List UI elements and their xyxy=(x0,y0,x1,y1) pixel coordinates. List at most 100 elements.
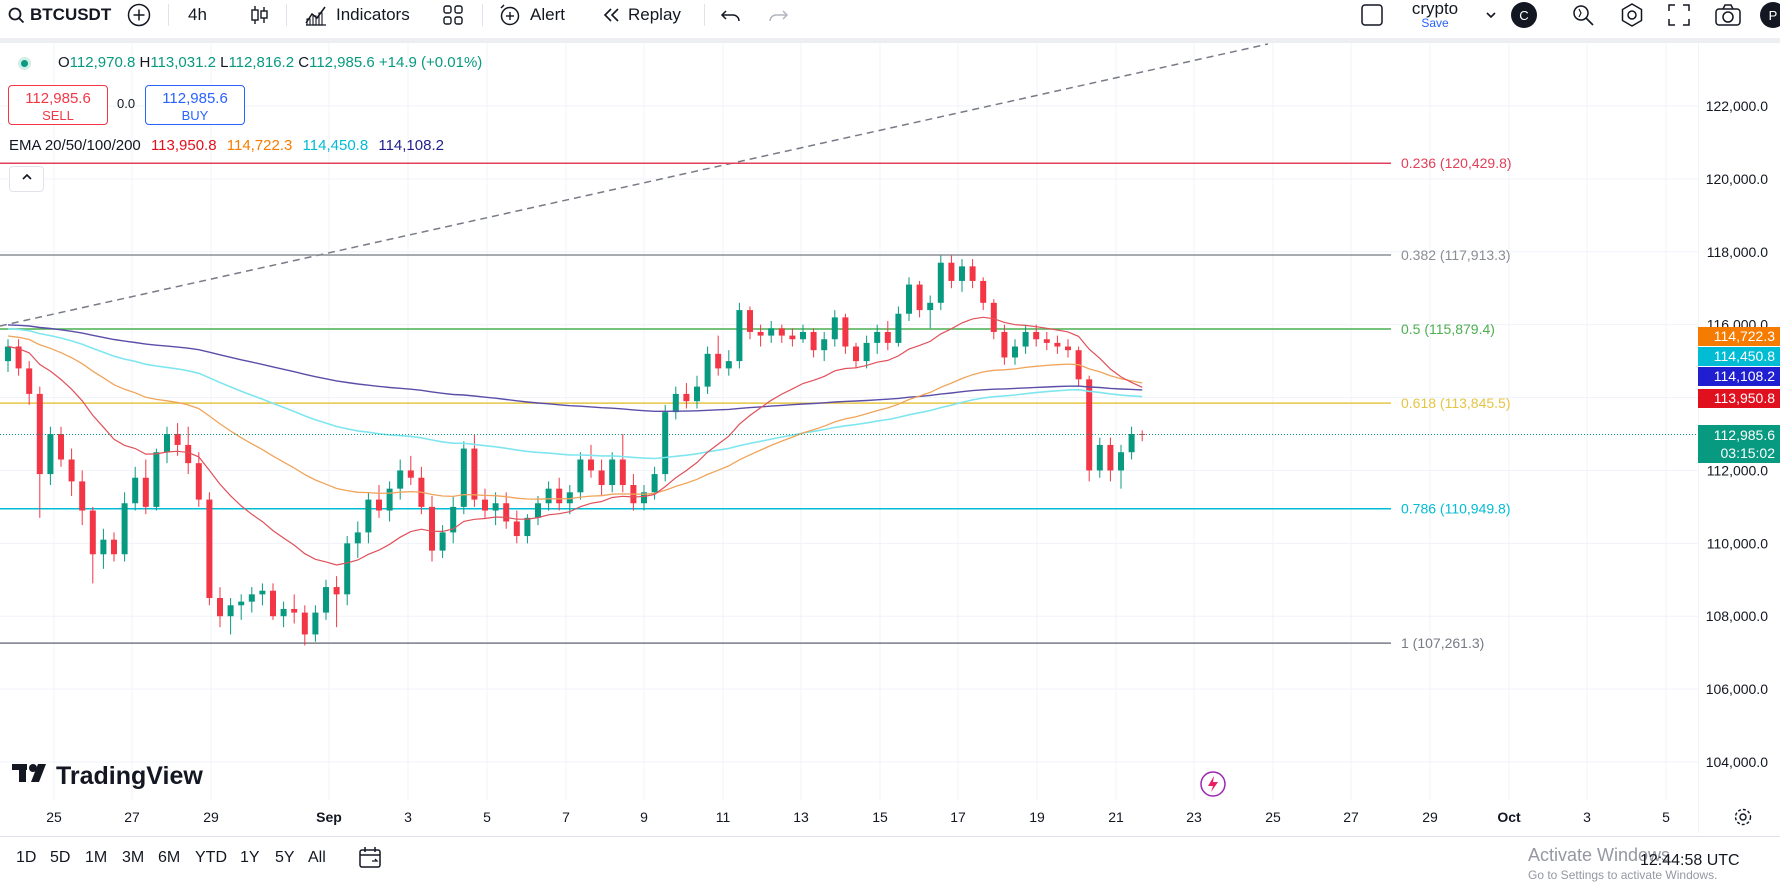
chart-pane[interactable]: 0.236 (120,429.8) 0.382 (117,913.3) 0.5 (1… xyxy=(0,0,1780,836)
candle-body xyxy=(821,339,828,351)
candle-body xyxy=(206,499,213,598)
settings-button[interactable] xyxy=(1619,0,1645,30)
account-avatar-c[interactable]: C xyxy=(1511,0,1537,30)
candle-body xyxy=(937,262,944,303)
snapshot-button[interactable] xyxy=(1714,0,1742,30)
quick-search-button[interactable] xyxy=(1570,0,1596,30)
square-icon xyxy=(1360,3,1384,27)
candle-body xyxy=(1128,434,1135,453)
candle-body xyxy=(725,361,732,369)
candle-body xyxy=(291,608,298,613)
time-axis-label: 9 xyxy=(640,809,648,825)
symbol-search-button[interactable]: BTCUSDT xyxy=(8,0,111,30)
redo-icon xyxy=(767,4,789,26)
candle-body xyxy=(800,331,806,340)
select-layout-checkbox[interactable] xyxy=(1360,0,1384,30)
candle-body xyxy=(513,521,520,537)
buy-price: 112,985.6 xyxy=(162,90,228,107)
ema-price-tag: 114,722.3 xyxy=(1698,327,1780,346)
ema-100-line xyxy=(7,327,1143,460)
sell-button[interactable]: 112,985.6 SELL xyxy=(8,85,108,125)
layout-save-button[interactable]: crypto Save xyxy=(1400,0,1470,30)
time-axis-label: 5 xyxy=(483,809,491,825)
layout-menu-button[interactable] xyxy=(1484,0,1498,30)
candle-body xyxy=(301,612,308,635)
undo-button[interactable] xyxy=(720,0,742,30)
candle-body xyxy=(1012,346,1018,358)
ema-200-line xyxy=(7,324,1143,412)
ema-20-line xyxy=(7,316,1143,566)
candle-body xyxy=(863,342,870,362)
candle-body xyxy=(906,284,912,314)
undo-icon xyxy=(720,4,742,26)
candle-body xyxy=(312,612,319,635)
range-6m[interactable]: 6M xyxy=(158,849,181,866)
ema-price-tag: 113,950.8 xyxy=(1698,389,1780,408)
interval-button[interactable]: 4h xyxy=(188,0,207,30)
replay-label: Replay xyxy=(628,5,681,24)
low-value: 112,816.2 xyxy=(228,54,295,71)
account-avatar-p[interactable]: P xyxy=(1760,0,1780,30)
close-value: 112,985.6 xyxy=(309,54,375,71)
layout-save-label: Save xyxy=(1421,16,1449,30)
candle-body xyxy=(566,492,573,504)
tradingview-logo[interactable]: TradingView xyxy=(12,762,203,791)
change-value: +14.9 (+0.01%) xyxy=(378,54,483,71)
ema-legend[interactable]: EMA 20/50/100/200 113,950.8 114,722.3 11… xyxy=(9,137,444,154)
toolbar-divider xyxy=(168,4,169,26)
fullscreen-button[interactable] xyxy=(1667,0,1691,30)
indicators-button[interactable]: Indicators xyxy=(304,0,410,30)
candle-body xyxy=(482,499,488,511)
flash-news-button[interactable] xyxy=(1199,770,1227,803)
last-price-value: 112,985.6 xyxy=(1713,427,1775,443)
candle-body xyxy=(577,459,584,493)
candle-body xyxy=(132,477,139,504)
templates-button[interactable] xyxy=(442,0,464,30)
range-ytd[interactable]: YTD xyxy=(195,849,227,866)
range-5y[interactable]: 5Y xyxy=(275,849,295,866)
buy-button[interactable]: 112,985.6 BUY xyxy=(145,85,245,125)
range-1y[interactable]: 1Y xyxy=(240,849,260,866)
range-1m[interactable]: 1M xyxy=(85,849,108,866)
go-to-date-button[interactable] xyxy=(358,846,384,875)
candle-body xyxy=(948,262,955,281)
candle-body xyxy=(545,488,552,504)
tradingview-wordmark: TradingView xyxy=(56,762,203,790)
range-5d[interactable]: 5D xyxy=(50,849,71,866)
candle-body xyxy=(990,302,997,332)
candle-body xyxy=(969,266,976,281)
chevron-up-icon xyxy=(21,170,33,188)
candle-body xyxy=(153,452,160,507)
time-axis-label: 29 xyxy=(1422,809,1438,825)
alert-button[interactable]: Alert xyxy=(498,0,565,30)
indicators-icon xyxy=(304,3,328,27)
replay-button[interactable]: Replay xyxy=(600,0,681,30)
candle-body xyxy=(270,590,276,617)
candle-body xyxy=(397,470,404,489)
ema-price-tag: 114,450.8 xyxy=(1698,347,1780,366)
candle-body xyxy=(884,331,891,343)
candle-body xyxy=(47,434,54,475)
search-sparkle-icon xyxy=(1570,2,1596,28)
compare-symbol-button[interactable] xyxy=(126,0,152,30)
candle-body xyxy=(1065,346,1071,351)
candle-body xyxy=(619,459,626,486)
plus-circle-icon xyxy=(126,2,152,28)
lightning-icon xyxy=(1199,771,1227,802)
utc-clock[interactable]: 12:44:58 UTC xyxy=(1640,852,1740,869)
range-1d[interactable]: 1D xyxy=(16,849,37,866)
redo-button[interactable] xyxy=(767,0,789,30)
chart-type-button[interactable] xyxy=(248,0,270,30)
collapse-legend-button[interactable] xyxy=(9,166,44,192)
time-axis-label: Oct xyxy=(1497,809,1521,825)
camera-icon xyxy=(1714,3,1742,27)
time-axis-label: 17 xyxy=(950,809,966,825)
time-axis-label: 7 xyxy=(562,809,570,825)
chart-settings-button[interactable] xyxy=(1733,807,1753,832)
range-all[interactable]: All xyxy=(308,849,326,866)
search-icon xyxy=(8,7,25,24)
candle-body xyxy=(386,488,393,511)
candle-body xyxy=(662,412,669,475)
candle-body xyxy=(895,313,902,343)
range-3m[interactable]: 3M xyxy=(122,849,145,866)
